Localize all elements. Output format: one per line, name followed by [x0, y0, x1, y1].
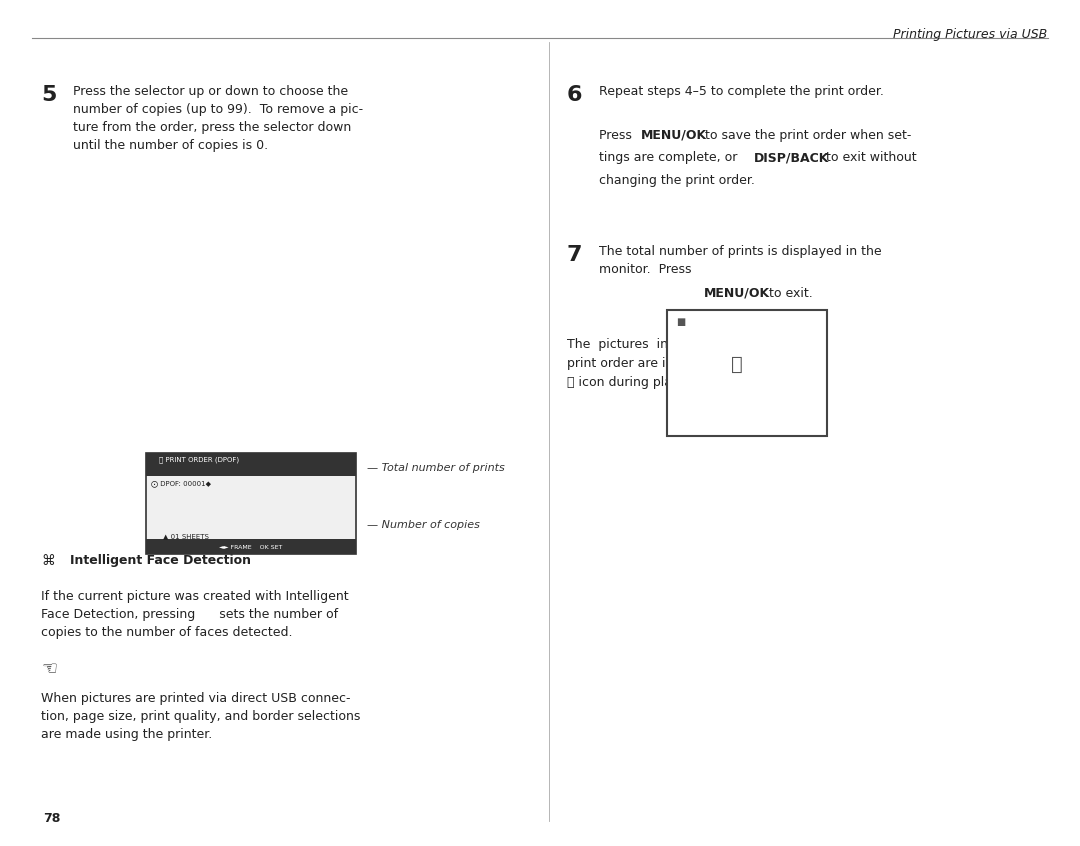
- Text: MENU/OK: MENU/OK: [640, 129, 706, 141]
- Text: DISP/BACK: DISP/BACK: [754, 151, 829, 164]
- FancyBboxPatch shape: [146, 539, 356, 554]
- Text: 78: 78: [43, 812, 60, 825]
- Text: ⎙: ⎙: [731, 355, 742, 374]
- Text: Repeat steps 4–5 to complete the print order.: Repeat steps 4–5 to complete the print o…: [599, 85, 885, 97]
- Text: ⌘: ⌘: [41, 554, 55, 569]
- Text: changing the print order.: changing the print order.: [599, 174, 755, 187]
- Text: to exit.: to exit.: [765, 287, 812, 299]
- Text: to save the print order when set-: to save the print order when set-: [701, 129, 912, 141]
- FancyBboxPatch shape: [667, 310, 827, 436]
- Text: 5: 5: [41, 85, 56, 105]
- Text: ▲ 01 SHEETS: ▲ 01 SHEETS: [163, 533, 208, 539]
- Text: ■: ■: [676, 317, 686, 327]
- Text: ☜: ☜: [41, 660, 57, 678]
- Text: Printing Pictures via USB: Printing Pictures via USB: [893, 28, 1048, 41]
- Text: — Total number of prints: — Total number of prints: [367, 463, 505, 473]
- Text: Press the selector up or down to choose the
number of copies (up to 99).  To rem: Press the selector up or down to choose …: [73, 85, 364, 151]
- Text: to exit without: to exit without: [822, 151, 917, 164]
- Text: 6: 6: [567, 85, 582, 105]
- FancyBboxPatch shape: [146, 453, 356, 476]
- Text: tings are complete, or: tings are complete, or: [599, 151, 742, 164]
- Text: When pictures are printed via direct USB connec-
tion, page size, print quality,: When pictures are printed via direct USB…: [41, 692, 361, 741]
- FancyBboxPatch shape: [146, 453, 356, 554]
- Text: 7: 7: [567, 245, 582, 266]
- Text: ⎙ PRINT ORDER (DPOF): ⎙ PRINT ORDER (DPOF): [159, 456, 239, 463]
- Text: The  pictures  in  the  current
print order are indicated by a
⎙ icon during pla: The pictures in the current print order …: [567, 338, 752, 389]
- Text: Intelligent Face Detection: Intelligent Face Detection: [70, 554, 252, 567]
- Text: If the current picture was created with Intelligent
Face Detection, pressing    : If the current picture was created with …: [41, 590, 349, 639]
- Text: MENU/OK: MENU/OK: [704, 287, 770, 299]
- Text: The total number of prints is displayed in the
monitor.  Press: The total number of prints is displayed …: [599, 245, 882, 277]
- Text: ◄► FRAME    OK SET: ◄► FRAME OK SET: [219, 545, 283, 550]
- Text: — Number of copies: — Number of copies: [367, 519, 481, 530]
- Text: Press: Press: [599, 129, 636, 141]
- Text: ⨀ DPOF: 00001◆: ⨀ DPOF: 00001◆: [151, 481, 212, 487]
